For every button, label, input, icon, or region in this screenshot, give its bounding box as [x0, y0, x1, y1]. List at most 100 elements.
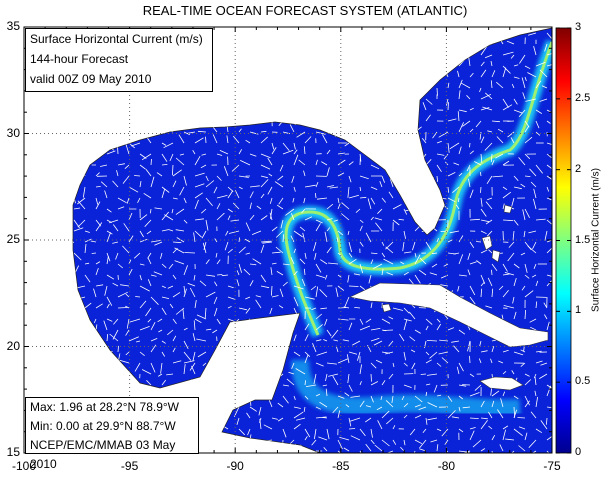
current-vector	[381, 252, 386, 258]
current-vector	[260, 285, 270, 289]
current-vector	[472, 439, 482, 448]
current-vector	[205, 109, 210, 114]
current-vector	[421, 54, 427, 61]
current-vector	[106, 379, 116, 386]
current-vector	[172, 98, 180, 103]
current-vector	[159, 115, 163, 122]
current-vector	[146, 380, 152, 386]
current-vector	[150, 274, 157, 277]
current-vector	[370, 439, 375, 445]
current-vector	[479, 340, 482, 347]
current-vector	[409, 428, 416, 436]
current-vector	[414, 169, 416, 177]
current-vector	[271, 73, 276, 78]
current-vector	[282, 40, 287, 45]
current-vector	[370, 381, 379, 386]
current-vector	[73, 252, 82, 261]
current-vector	[80, 380, 86, 386]
current-vector	[457, 197, 460, 203]
current-vector	[324, 231, 328, 243]
current-vector	[467, 252, 471, 261]
current-vector	[499, 444, 504, 452]
current-vector	[507, 131, 515, 138]
current-vector	[469, 430, 475, 441]
current-vector	[315, 263, 322, 273]
current-vector	[183, 265, 188, 276]
current-vector	[498, 285, 504, 291]
current-vector	[202, 362, 207, 367]
current-vector	[370, 197, 376, 205]
current-vector	[256, 205, 262, 210]
stats-box: Max: 1.96 at 28.2°N 78.9°W Min: 0.00 at …	[25, 397, 199, 471]
current-vector	[139, 326, 150, 331]
current-vector	[249, 446, 252, 452]
current-vector	[457, 70, 460, 78]
current-vector	[150, 208, 152, 214]
current-vector	[485, 201, 493, 210]
current-vector	[367, 198, 372, 210]
current-vector	[150, 125, 159, 133]
current-vector	[281, 87, 284, 95]
current-vector	[381, 37, 383, 45]
current-vector	[168, 229, 174, 232]
current-vector	[191, 109, 196, 112]
current-vector	[359, 400, 365, 408]
current-vector	[546, 164, 552, 172]
current-vector	[337, 120, 346, 129]
current-vector	[527, 245, 537, 254]
current-vector	[76, 164, 86, 168]
current-vector	[57, 220, 63, 222]
current-vector	[245, 362, 251, 373]
current-vector	[271, 147, 277, 155]
current-vector	[202, 450, 207, 453]
current-vector	[304, 252, 307, 259]
current-vector	[182, 109, 185, 119]
current-vector	[238, 65, 242, 71]
current-vector	[205, 328, 212, 331]
current-vector	[183, 219, 188, 224]
current-vector	[145, 94, 152, 100]
current-vector	[524, 290, 534, 298]
current-vector	[128, 120, 134, 132]
current-vector	[359, 117, 369, 122]
current-vector	[543, 302, 548, 309]
current-vector	[203, 432, 207, 441]
current-vector	[260, 136, 268, 144]
current-vector	[249, 340, 253, 348]
current-vector	[260, 130, 267, 133]
current-vector	[344, 296, 350, 308]
current-vector	[502, 191, 512, 199]
current-vector	[43, 283, 52, 286]
current-vector	[533, 188, 537, 199]
current-vector	[37, 220, 41, 223]
current-vector	[480, 288, 483, 298]
current-vector	[539, 69, 548, 78]
current-vector	[295, 417, 306, 421]
current-vector	[403, 384, 412, 388]
current-vector	[374, 217, 383, 221]
current-vector	[322, 384, 328, 387]
current-vector	[313, 373, 317, 385]
current-vector	[214, 395, 218, 403]
current-vector	[77, 219, 86, 228]
current-vector	[391, 395, 394, 404]
current-vector	[344, 112, 350, 122]
current-vector	[270, 208, 273, 219]
current-vector	[304, 43, 316, 45]
current-vector	[318, 119, 328, 122]
current-vector	[403, 271, 409, 276]
current-vector	[219, 150, 229, 155]
current-vector	[303, 197, 306, 204]
current-vector	[183, 340, 189, 349]
current-vector	[104, 373, 108, 383]
current-vector	[454, 47, 460, 56]
current-vector	[521, 77, 526, 89]
current-vector	[480, 136, 485, 144]
current-vector	[414, 274, 421, 284]
current-vector	[507, 450, 515, 453]
current-vector	[201, 428, 207, 430]
current-vector	[215, 252, 218, 258]
current-vector	[348, 252, 353, 258]
current-vector	[279, 164, 284, 172]
current-vector	[222, 391, 229, 397]
